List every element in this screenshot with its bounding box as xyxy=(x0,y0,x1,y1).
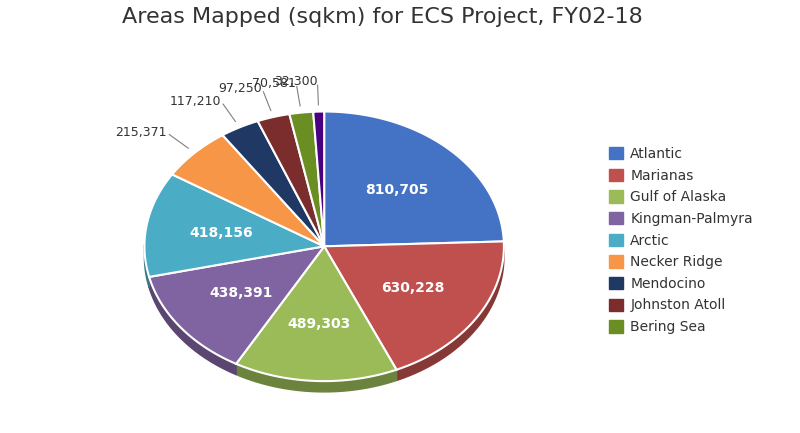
Polygon shape xyxy=(324,242,504,370)
Polygon shape xyxy=(145,174,324,277)
Polygon shape xyxy=(149,246,324,364)
Text: 489,303: 489,303 xyxy=(287,317,350,331)
Polygon shape xyxy=(172,135,324,246)
Polygon shape xyxy=(313,112,324,246)
Text: 810,705: 810,705 xyxy=(365,183,428,197)
Legend: Atlantic, Marianas, Gulf of Alaska, Kingman-Palmyra, Arctic, Necker Ridge, Mendo: Atlantic, Marianas, Gulf of Alaska, King… xyxy=(606,143,757,338)
Text: 418,156: 418,156 xyxy=(190,226,253,240)
Title: Areas Mapped (sqkm) for ECS Project, FY02-18: Areas Mapped (sqkm) for ECS Project, FY0… xyxy=(122,7,643,27)
Polygon shape xyxy=(145,245,149,288)
Text: 117,210: 117,210 xyxy=(170,95,221,108)
Polygon shape xyxy=(236,364,397,392)
Text: 70,581: 70,581 xyxy=(252,77,296,90)
Polygon shape xyxy=(397,247,504,381)
Polygon shape xyxy=(149,277,236,375)
Polygon shape xyxy=(258,114,324,246)
Text: 630,228: 630,228 xyxy=(381,281,444,295)
Text: 215,371: 215,371 xyxy=(114,126,166,139)
Polygon shape xyxy=(324,112,504,246)
Polygon shape xyxy=(222,121,324,246)
Polygon shape xyxy=(290,112,324,246)
Text: 438,391: 438,391 xyxy=(209,286,273,300)
Text: 97,250: 97,250 xyxy=(218,82,262,95)
Polygon shape xyxy=(236,246,397,381)
Text: 32,300: 32,300 xyxy=(274,75,318,88)
